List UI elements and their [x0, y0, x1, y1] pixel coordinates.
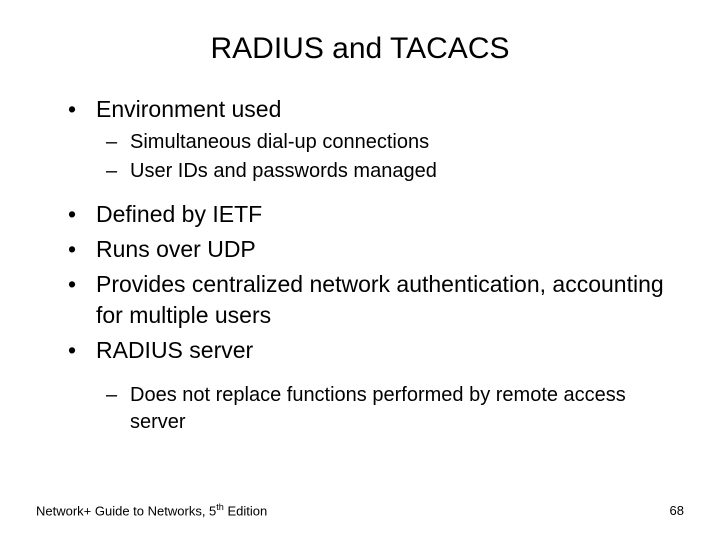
bullet-level1: • Runs over UDP [68, 234, 680, 265]
dash-mark-icon: – [106, 129, 130, 156]
slide-body: • Environment used – Simultaneous dial-u… [0, 94, 720, 436]
bullet-text: User IDs and passwords managed [130, 158, 437, 185]
bullet-mark-icon: • [68, 269, 96, 331]
bullet-text: Provides centralized network authenticat… [96, 269, 680, 331]
footer-left-suffix: Edition [224, 503, 267, 518]
bullet-text: RADIUS server [96, 335, 253, 366]
slide-footer: Network+ Guide to Networks, 5th Edition … [36, 502, 684, 518]
spacer [68, 370, 680, 382]
bullet-level2: – User IDs and passwords managed [68, 158, 680, 185]
spacer [68, 187, 680, 199]
slide: RADIUS and TACACS • Environment used – S… [0, 0, 720, 540]
bullet-text: Runs over UDP [96, 234, 256, 265]
footer-left-sup: th [216, 502, 224, 512]
bullet-text: Does not replace functions performed by … [130, 382, 680, 436]
bullet-text: Simultaneous dial-up connections [130, 129, 429, 156]
bullet-mark-icon: • [68, 199, 96, 230]
bullet-level1: • Defined by IETF [68, 199, 680, 230]
bullet-text: Defined by IETF [96, 199, 262, 230]
page-number: 68 [670, 503, 684, 518]
bullet-level1: • Environment used [68, 94, 680, 125]
bullet-mark-icon: • [68, 335, 96, 366]
bullet-level1: • Provides centralized network authentic… [68, 269, 680, 331]
bullet-mark-icon: • [68, 234, 96, 265]
dash-mark-icon: – [106, 382, 130, 436]
slide-title: RADIUS and TACACS [0, 0, 720, 94]
bullet-level2: – Does not replace functions performed b… [68, 382, 680, 436]
bullet-mark-icon: • [68, 94, 96, 125]
footer-left: Network+ Guide to Networks, 5th Edition [36, 502, 267, 518]
dash-mark-icon: – [106, 158, 130, 185]
bullet-level2: – Simultaneous dial-up connections [68, 129, 680, 156]
bullet-level1: • RADIUS server [68, 335, 680, 366]
bullet-text: Environment used [96, 94, 281, 125]
footer-left-prefix: Network+ Guide to Networks, 5 [36, 503, 216, 518]
